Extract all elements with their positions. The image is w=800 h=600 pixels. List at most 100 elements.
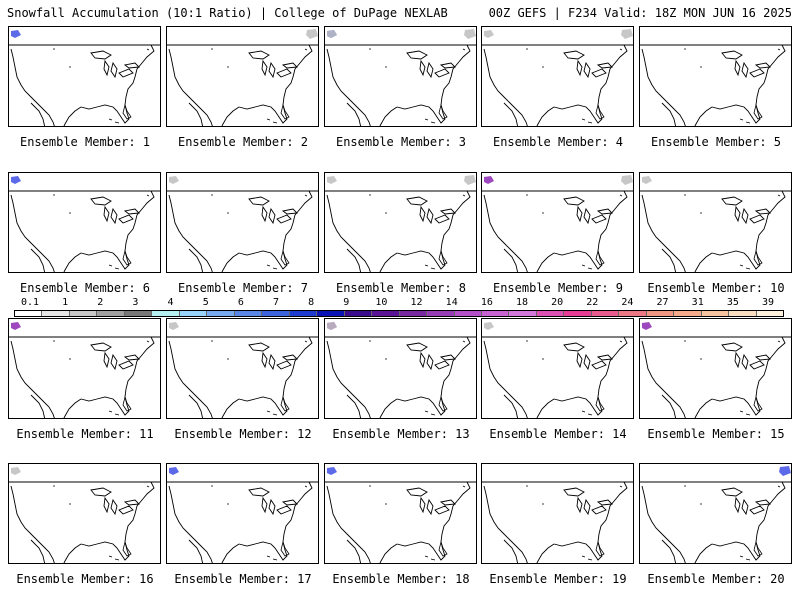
colorbar-tick-label: 35 <box>726 297 739 308</box>
colorbar-swatch <box>399 311 428 316</box>
colorbar-tick-label: 22 <box>586 297 599 308</box>
ensemble-member-map <box>166 318 319 419</box>
us-map-outline <box>9 467 160 563</box>
colorbar-swatch <box>262 311 290 316</box>
ensemble-member-label: Ensemble Member: 12 <box>174 427 312 441</box>
colorbar-tick-label: 8 <box>308 297 315 308</box>
colorbar-swatch <box>509 311 537 316</box>
colorbar-tick-label: 14 <box>445 297 458 308</box>
colorbar-swatch <box>179 311 208 316</box>
us-map-outline <box>640 466 791 563</box>
colorbar-tick-label: 5 <box>202 297 209 308</box>
us-map-outline <box>482 175 633 272</box>
colorbar-swatch <box>564 311 592 316</box>
ensemble-member-label: Ensemble Member: 18 <box>332 572 470 586</box>
ensemble-member-label: Ensemble Member: 17 <box>174 572 312 586</box>
colorbar-tick-label: 9 <box>343 297 350 308</box>
us-map-outline <box>482 322 633 418</box>
colorbar-tick-label: 12 <box>410 297 423 308</box>
ensemble-member-map <box>639 463 792 564</box>
colorbar-swatch <box>729 311 757 316</box>
colorbar-tick-label: 4 <box>167 297 174 308</box>
ensemble-member-label: Ensemble Member: 3 <box>335 135 467 149</box>
ensemble-member-map <box>639 172 792 273</box>
us-map-outline <box>325 322 476 418</box>
ensemble-member-map <box>8 318 161 419</box>
colorbar-swatch <box>372 311 400 316</box>
us-map-outline <box>640 176 791 272</box>
ensemble-member-map <box>166 26 319 127</box>
us-map-outline <box>325 29 476 126</box>
colorbar-swatch <box>756 311 784 316</box>
colorbar-tick-label: 31 <box>691 297 704 308</box>
us-map-outline <box>482 481 633 563</box>
colorbar-swatch <box>124 311 153 316</box>
ensemble-member-map <box>481 26 634 127</box>
colorbar-swatch <box>536 311 565 316</box>
colorbar-swatch <box>674 311 702 316</box>
us-map-outline <box>325 175 476 272</box>
ensemble-member-map <box>166 463 319 564</box>
colorbar-tick-label: 10 <box>375 297 388 308</box>
us-map-outline <box>9 30 160 126</box>
ensemble-member-map <box>324 26 477 127</box>
colorbar-swatch <box>646 311 675 316</box>
ensemble-member-label: Ensemble Member: 11 <box>16 427 154 441</box>
ensemble-member-map <box>481 318 634 419</box>
snowfall-colorbar <box>14 310 784 317</box>
colorbar-swatch <box>454 311 482 316</box>
colorbar-tick-label: 39 <box>761 297 775 308</box>
ensemble-member-map <box>481 463 634 564</box>
colorbar-swatch <box>152 311 180 316</box>
colorbar-swatch <box>97 311 125 316</box>
colorbar-tick-label: 20 <box>551 297 564 308</box>
colorbar-tick-label: 0.1 <box>20 297 40 308</box>
colorbar-tick-label: 18 <box>515 297 529 308</box>
us-map-outline <box>167 176 318 272</box>
colorbar-swatch <box>42 311 70 316</box>
colorbar-swatch <box>481 311 510 316</box>
colorbar-swatch <box>317 311 345 316</box>
ensemble-member-label: Ensemble Member: 6 <box>19 281 151 295</box>
colorbar-swatch <box>427 311 455 316</box>
ensemble-member-label: Ensemble Member: 1 <box>19 135 151 149</box>
ensemble-member-label: Ensemble Member: 8 <box>335 281 467 295</box>
ensemble-member-label: Ensemble Member: 10 <box>647 281 785 295</box>
ensemble-member-map <box>639 318 792 419</box>
colorbar-swatch <box>701 311 730 316</box>
colorbar-tick-label: 3 <box>132 297 139 308</box>
ensemble-member-map <box>324 172 477 273</box>
us-map-outline <box>9 322 160 418</box>
ensemble-member-label: Ensemble Member: 14 <box>489 427 627 441</box>
us-map-outline <box>482 29 633 126</box>
ensemble-member-label: Ensemble Member: 5 <box>650 135 782 149</box>
colorbar-tick-label: 7 <box>272 297 280 308</box>
ensemble-member-label: Ensemble Member: 4 <box>492 135 624 149</box>
ensemble-member-label: Ensemble Member: 20 <box>647 572 785 586</box>
colorbar-swatch <box>591 311 620 316</box>
ensemble-member-map <box>8 463 161 564</box>
colorbar-tick-label: 24 <box>621 297 634 308</box>
colorbar-swatch <box>234 311 263 316</box>
ensemble-member-map <box>8 26 161 127</box>
ensemble-member-label: Ensemble Member: 2 <box>177 135 309 149</box>
us-map-outline <box>325 467 476 563</box>
ensemble-member-map <box>324 463 477 564</box>
colorbar-swatch <box>15 311 43 316</box>
colorbar-tick-label: 27 <box>656 297 669 308</box>
us-map-outline <box>167 322 318 418</box>
ensemble-member-label: Ensemble Member: 9 <box>492 281 624 295</box>
colorbar-swatch <box>344 311 373 316</box>
ensemble-member-label: Ensemble Member: 7 <box>177 281 309 295</box>
colorbar-tick-label: 1 <box>62 297 69 308</box>
colorbar-tick-label: 6 <box>237 297 244 308</box>
ensemble-member-map <box>481 172 634 273</box>
ensemble-member-map <box>166 172 319 273</box>
colorbar-swatch <box>207 311 235 316</box>
ensemble-member-map <box>324 318 477 419</box>
ensemble-member-label: Ensemble Member: 15 <box>647 427 785 441</box>
ensemble-member-label: Ensemble Member: 19 <box>489 572 627 586</box>
colorbar-tick-label: 2 <box>97 297 104 308</box>
colorbar-swatch <box>69 311 98 316</box>
us-map-outline <box>640 44 791 126</box>
